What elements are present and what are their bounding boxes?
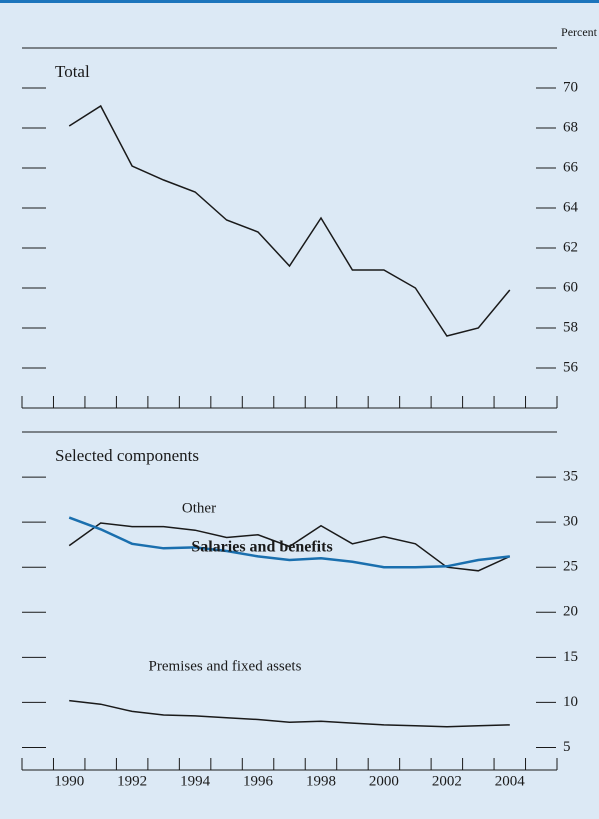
y-tick-label: 15 bbox=[563, 649, 578, 665]
y-tick-label: 64 bbox=[563, 199, 579, 215]
y-tick-label: 68 bbox=[563, 119, 578, 135]
top-rule bbox=[0, 0, 599, 3]
line-series bbox=[68, 516, 510, 569]
x-tick-label: 2002 bbox=[432, 773, 462, 789]
x-tick-label: 1996 bbox=[243, 773, 274, 789]
y-tick-label: 10 bbox=[563, 694, 578, 710]
series-label: Other bbox=[182, 500, 216, 516]
y-tick-label: 62 bbox=[563, 239, 578, 255]
y-tick-label: 5 bbox=[563, 739, 571, 755]
x-tick-label: 1992 bbox=[117, 773, 147, 789]
y-tick-label: 60 bbox=[563, 279, 578, 295]
y-tick-label: 30 bbox=[563, 514, 578, 530]
y-tick-label: 66 bbox=[563, 159, 579, 175]
line-series bbox=[68, 104, 511, 337]
panel-title: Selected components bbox=[55, 446, 199, 465]
y-tick-label: 70 bbox=[563, 79, 578, 95]
y-tick-label: 56 bbox=[563, 359, 579, 375]
series-label: Salaries and benefits bbox=[191, 539, 332, 556]
y-tick-label: 58 bbox=[563, 319, 578, 335]
y-tick-label: 20 bbox=[563, 604, 578, 620]
line-series bbox=[68, 522, 511, 572]
y-tick-label: 25 bbox=[563, 559, 578, 575]
x-tick-label: 2004 bbox=[495, 773, 526, 789]
y-tick-label: 35 bbox=[563, 469, 578, 485]
y-axis-label: Percent bbox=[561, 25, 598, 39]
x-tick-label: 1998 bbox=[306, 773, 336, 789]
line-series bbox=[69, 699, 510, 728]
x-tick-label: 1994 bbox=[180, 773, 211, 789]
series-label: Premises and fixed assets bbox=[149, 658, 302, 674]
x-tick-label: 2000 bbox=[369, 773, 399, 789]
x-tick-label: 1990 bbox=[54, 773, 84, 789]
panel-title: Total bbox=[55, 62, 90, 81]
